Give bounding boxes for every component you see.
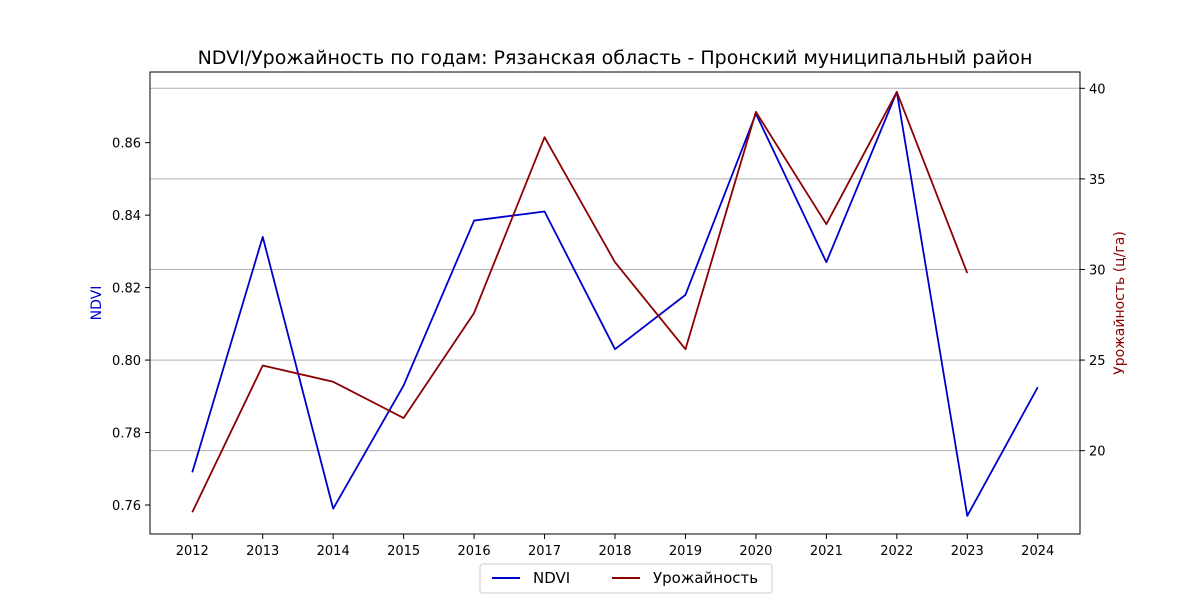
- left-tick-label: 0.78: [112, 427, 141, 442]
- x-tick-label: 2013: [246, 544, 279, 559]
- left-tick-label: 0.84: [112, 209, 141, 224]
- x-tick-label: 2022: [880, 544, 913, 559]
- legend: NDVI Урожайность: [479, 563, 773, 594]
- legend-label-ndvi: NDVI: [533, 569, 570, 587]
- left-axis-ndvi: 0.76 0.78 0.80 0.82 0.84 0.86: [112, 137, 150, 514]
- x-tick-label: 2024: [1021, 544, 1054, 559]
- x-tick-label: 2023: [951, 544, 984, 559]
- x-tick-label: 2014: [317, 544, 350, 559]
- x-tick-label: 2012: [176, 544, 209, 559]
- right-axis-yield: 20 25 30 35 40: [1080, 82, 1106, 460]
- left-tick-label: 0.76: [112, 499, 141, 514]
- right-tick-label: 20: [1089, 445, 1106, 460]
- left-axis-label: NDVI: [89, 286, 105, 321]
- legend-label-yield: Урожайность: [653, 569, 758, 587]
- right-tick-label: 30: [1089, 263, 1106, 278]
- x-tick-label: 2016: [458, 544, 491, 559]
- x-tick-label: 2020: [739, 544, 772, 559]
- left-tick-label: 0.86: [112, 137, 141, 152]
- x-axis: 2012 2013 2014 2015 2016 2017 2018 2019 2020 2021…: [176, 534, 1054, 559]
- x-tick-label: 2018: [598, 544, 631, 559]
- plot-frame: [149, 71, 1081, 535]
- series-line-yield: [191, 91, 969, 513]
- x-tick-label: 2021: [810, 544, 843, 559]
- left-tick-label: 0.80: [112, 354, 141, 369]
- grid: [150, 87, 1080, 452]
- right-tick-label: 25: [1089, 354, 1106, 369]
- series-line-ndvi: [191, 91, 1039, 517]
- right-tick-label: 40: [1089, 82, 1106, 97]
- x-tick-label: 2017: [528, 544, 561, 559]
- chart-title: NDVI/Урожайность по годам: Рязанская обл…: [198, 47, 1033, 69]
- left-tick-label: 0.82: [112, 282, 141, 297]
- right-tick-label: 35: [1089, 173, 1106, 188]
- x-tick-label: 2015: [387, 544, 420, 559]
- right-axis-label: Урожайность (ц/га): [1112, 231, 1128, 375]
- x-tick-label: 2019: [669, 544, 702, 559]
- series-layer: [191, 91, 1039, 517]
